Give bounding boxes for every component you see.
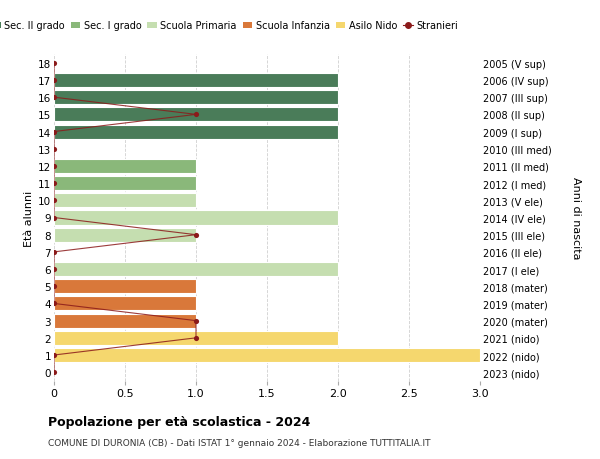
- Point: [49, 352, 59, 359]
- Point: [191, 317, 201, 325]
- Y-axis label: Età alunni: Età alunni: [24, 190, 34, 246]
- Text: Popolazione per età scolastica - 2024: Popolazione per età scolastica - 2024: [48, 415, 310, 428]
- Bar: [54, 211, 338, 225]
- Bar: [54, 125, 338, 139]
- Point: [49, 94, 59, 101]
- Point: [49, 266, 59, 273]
- Point: [49, 197, 59, 205]
- Point: [49, 300, 59, 308]
- Point: [49, 180, 59, 187]
- Point: [191, 112, 201, 119]
- Bar: [54, 331, 338, 345]
- Bar: [54, 263, 338, 276]
- Point: [49, 249, 59, 256]
- Legend: Sec. II grado, Sec. I grado, Scuola Primaria, Scuola Infanzia, Asilo Nido, Stran: Sec. II grado, Sec. I grado, Scuola Prim…: [0, 17, 461, 35]
- Point: [191, 231, 201, 239]
- Bar: [54, 348, 480, 362]
- Point: [49, 129, 59, 136]
- Bar: [54, 228, 196, 242]
- Point: [49, 214, 59, 222]
- Bar: [54, 297, 196, 311]
- Point: [49, 60, 59, 67]
- Bar: [54, 280, 196, 294]
- Bar: [54, 108, 338, 122]
- Point: [49, 77, 59, 84]
- Point: [49, 283, 59, 290]
- Bar: [54, 194, 196, 208]
- Bar: [54, 91, 338, 105]
- Text: COMUNE DI DURONIA (CB) - Dati ISTAT 1° gennaio 2024 - Elaborazione TUTTITALIA.IT: COMUNE DI DURONIA (CB) - Dati ISTAT 1° g…: [48, 438, 431, 448]
- Bar: [54, 74, 338, 88]
- Bar: [54, 177, 196, 191]
- Bar: [54, 160, 196, 174]
- Point: [191, 335, 201, 342]
- Point: [49, 163, 59, 170]
- Point: [49, 146, 59, 153]
- Y-axis label: Anni di nascita: Anni di nascita: [571, 177, 581, 259]
- Point: [49, 369, 59, 376]
- Bar: [54, 314, 196, 328]
